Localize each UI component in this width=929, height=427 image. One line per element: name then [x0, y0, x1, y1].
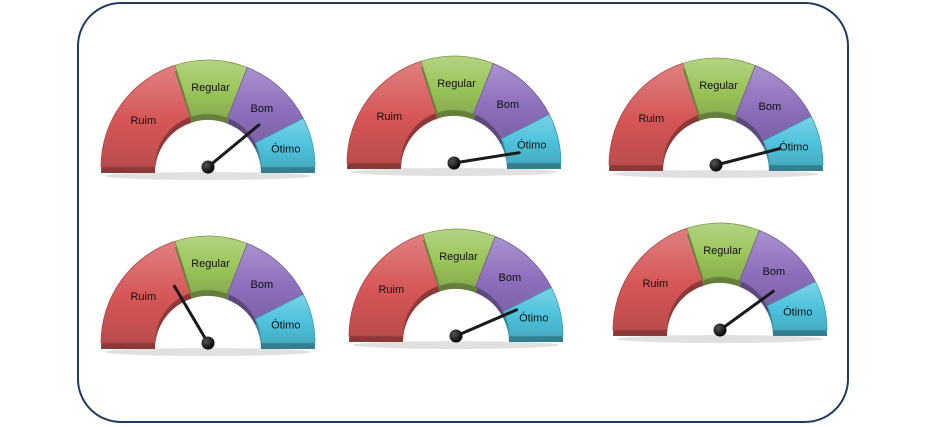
- needle-hub: [709, 158, 723, 172]
- band-label-bom: Bom: [251, 279, 274, 291]
- band-label-ruim: Ruim: [378, 284, 404, 296]
- gauge-shadow: [105, 172, 311, 180]
- band-label-bom: Bom: [759, 101, 782, 113]
- band-label-regular: Regular: [437, 78, 476, 90]
- gauge-2: Ruim Regular Bom Ótimo: [346, 55, 562, 176]
- needle-hub: [449, 329, 463, 343]
- band-ruim: [608, 62, 701, 166]
- band-label-bom: Bom: [251, 103, 274, 115]
- band-otimo: [254, 117, 316, 168]
- gauge-needle: [452, 151, 521, 165]
- gauge-shadow: [613, 170, 819, 178]
- band-label-ruim: Ruim: [376, 111, 402, 123]
- gauge-shadow: [353, 341, 559, 349]
- band-otimo: [766, 280, 828, 331]
- band-label-otimo: Ótimo: [517, 138, 546, 151]
- needle-hub: [201, 336, 215, 350]
- band-label-regular: Regular: [191, 82, 230, 94]
- gauge-4: Ruim Regular Bom Ótimo: [100, 235, 316, 356]
- needle-hub: [713, 323, 727, 337]
- band-label-regular: Regular: [191, 258, 230, 270]
- band-label-bom: Bom: [497, 99, 520, 111]
- band-label-bom: Bom: [763, 266, 786, 278]
- gauge-shadow: [617, 335, 823, 343]
- gauge-needle: [714, 147, 782, 167]
- band-label-regular: Regular: [439, 251, 478, 263]
- band-label-ruim: Ruim: [130, 291, 156, 303]
- band-ruim: [100, 64, 193, 168]
- band-label-bom: Bom: [499, 272, 522, 284]
- band-label-ruim: Ruim: [638, 113, 664, 125]
- band-label-regular: Regular: [703, 245, 742, 257]
- band-label-otimo: Ótimo: [779, 140, 808, 153]
- needle-hub: [447, 156, 461, 170]
- band-label-regular: Regular: [699, 80, 738, 92]
- band-ruim: [348, 233, 441, 337]
- gauge-1: Ruim Regular Bom Ótimo: [100, 59, 316, 180]
- gauge-needle: [718, 289, 775, 332]
- gauge-needle: [206, 123, 261, 169]
- band-label-ruim: Ruim: [130, 115, 156, 127]
- band-ruim: [612, 227, 705, 331]
- needle-hub: [201, 160, 215, 174]
- band-label-otimo: Ótimo: [783, 305, 812, 318]
- band-ruim: [346, 60, 439, 164]
- gauge-shadow: [351, 168, 557, 176]
- band-label-otimo: Ótimo: [519, 311, 548, 324]
- gauge-5: Ruim Regular Bom Ótimo: [348, 228, 564, 349]
- band-otimo: [762, 115, 824, 166]
- band-label-ruim: Ruim: [642, 278, 668, 290]
- gauge-6: Ruim Regular Bom Ótimo: [612, 222, 828, 343]
- gauge-needle: [172, 284, 210, 345]
- gauge-shadow: [105, 348, 311, 356]
- gauge-3: Ruim Regular Bom Ótimo: [608, 57, 824, 178]
- band-label-otimo: Ótimo: [271, 318, 300, 331]
- band-otimo: [500, 113, 562, 164]
- band-otimo: [254, 293, 316, 344]
- band-label-otimo: Ótimo: [271, 142, 300, 155]
- gauge-needle: [454, 308, 519, 338]
- band-ruim: [100, 240, 193, 344]
